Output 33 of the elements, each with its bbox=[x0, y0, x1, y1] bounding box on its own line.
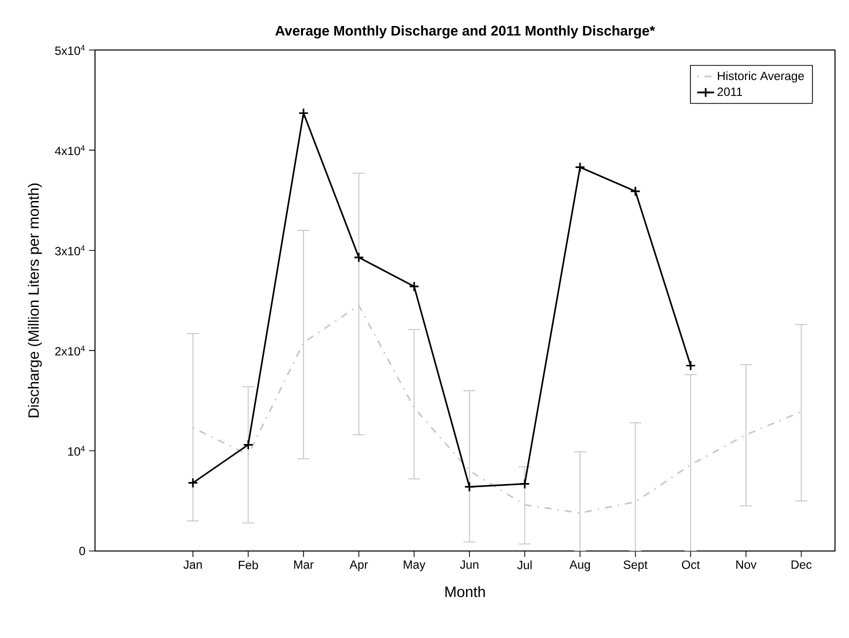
point bbox=[408, 281, 420, 292]
x-tick-label: Jul bbox=[517, 560, 532, 570]
x-tick-label: May bbox=[404, 560, 426, 572]
x-tick-label: Nov bbox=[736, 560, 757, 569]
point bbox=[519, 478, 530, 490]
x-tick-label: Aug bbox=[569, 560, 590, 572]
point bbox=[298, 108, 309, 118]
legend-label: 2011 bbox=[718, 88, 742, 96]
y-tick-label: 2x10$^{4}$ bbox=[55, 346, 85, 356]
x-tick-label: Jun bbox=[460, 560, 478, 569]
y-tick-label: 5x10$^{4}$ bbox=[55, 45, 85, 55]
point bbox=[242, 439, 254, 450]
x-tick-label: Oct bbox=[682, 560, 700, 569]
point bbox=[574, 162, 586, 172]
x-tick-label: Feb bbox=[238, 560, 258, 570]
y-axis-title: Discharge (Million Liters per month) bbox=[28, 184, 42, 418]
point bbox=[188, 478, 198, 488]
y-tick-label: 10$^{4}$ bbox=[68, 446, 85, 456]
x-axis-title: Month bbox=[445, 586, 485, 598]
x-tick-label: Mar bbox=[294, 560, 314, 569]
point bbox=[685, 360, 696, 371]
y-tick-label: 4x10$^{4}$ bbox=[54, 145, 85, 156]
legend-label: Historic Average bbox=[718, 71, 804, 83]
point bbox=[354, 252, 364, 263]
y-tick-label: 3x10$^{4}$ bbox=[55, 245, 85, 256]
point bbox=[464, 482, 475, 492]
point bbox=[630, 186, 641, 197]
y-tick-label: 0 bbox=[79, 546, 86, 556]
x-tick-label: Jan bbox=[183, 560, 202, 569]
chart-title: Average Monthly Discharge and 2011 Monthly Discharge* bbox=[275, 25, 656, 38]
x-tick-label: Sept bbox=[624, 560, 648, 572]
x-tick-label: Dec bbox=[792, 560, 812, 569]
x-tick-label: Apr bbox=[350, 560, 368, 572]
